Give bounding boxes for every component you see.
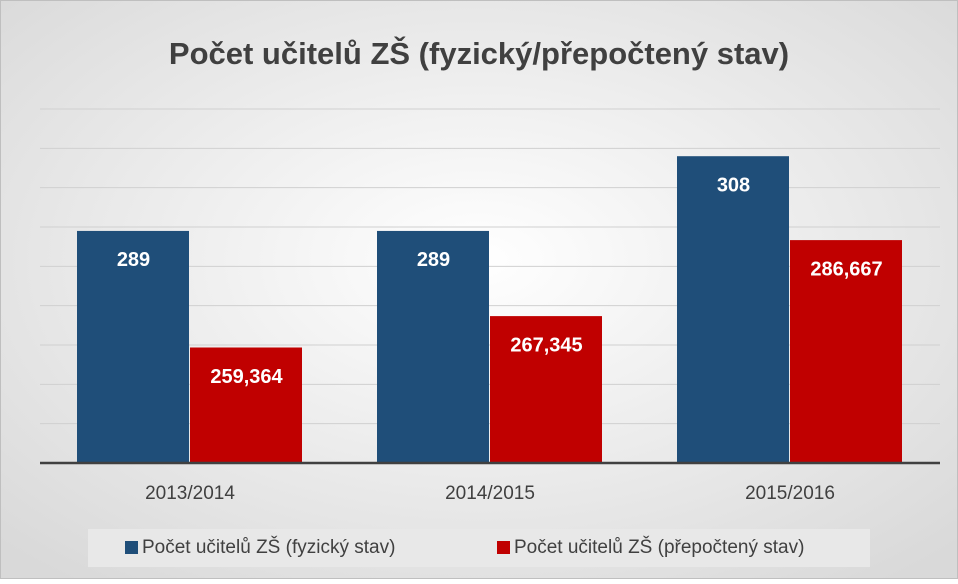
value-label: 286,667	[810, 258, 882, 280]
legend-swatch	[497, 541, 510, 554]
x-tick-label: 2015/2016	[745, 483, 835, 504]
value-label: 267,345	[510, 334, 582, 356]
value-label: 289	[117, 249, 150, 271]
x-tick-label: 2013/2014	[145, 483, 235, 504]
value-label: 289	[417, 249, 450, 271]
bar	[77, 230, 189, 463]
legend-swatch	[125, 541, 138, 554]
x-tick-label: 2014/2015	[445, 483, 535, 504]
bar	[490, 316, 602, 463]
chart-title: Počet učitelů ZŠ (fyzický/přepočtený sta…	[169, 35, 789, 71]
bar	[377, 230, 489, 463]
legend-box	[88, 529, 870, 567]
legend-label: Počet učitelů ZŠ (fyzický stav)	[142, 536, 395, 558]
legend-label: Počet učitelů ZŠ (přepočtený stav)	[514, 536, 804, 558]
bar	[790, 240, 902, 463]
bar	[677, 156, 789, 463]
value-label: 259,364	[210, 366, 283, 388]
value-label: 308	[717, 174, 750, 196]
bar	[190, 347, 302, 463]
